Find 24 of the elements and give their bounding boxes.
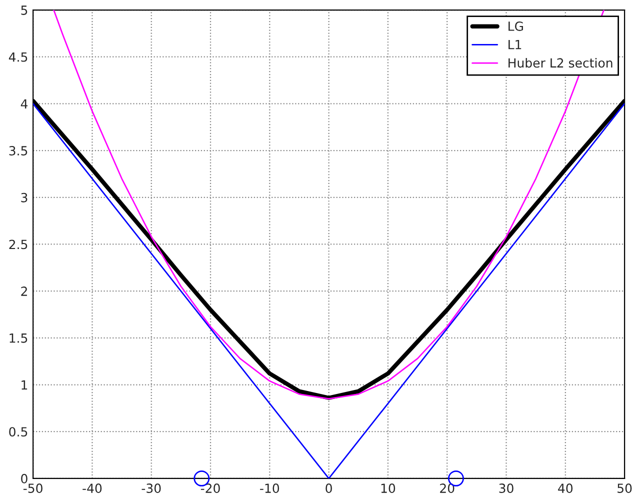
x-tick-label: -40 (82, 484, 102, 493)
legend-label: Huber L2 section (508, 58, 612, 68)
x-tick-label: -20 (200, 484, 220, 493)
y-tick-label: 2 (21, 286, 27, 296)
x-tick-label: 10 (381, 484, 396, 493)
x-tick-label: -50 (23, 484, 42, 493)
x-tick-label: -30 (142, 484, 161, 493)
y-tick-label: 0 (21, 474, 28, 484)
y-tick-label: 4.5 (8, 52, 28, 62)
x-tick-label: 30 (499, 484, 514, 493)
x-tick-label: 40 (558, 484, 573, 493)
y-tick-label: 3 (21, 192, 28, 202)
y-tick-label: 1.5 (10, 334, 28, 343)
y-tick-label: 5 (21, 6, 28, 15)
y-tick-label: 3.5 (9, 146, 28, 156)
x-tick-label: 0 (326, 484, 332, 493)
legend-label: L1 (508, 40, 522, 50)
y-tick-label: 0.5 (9, 427, 28, 437)
x-tick-label: 50 (618, 484, 632, 493)
x-tick-label: -10 (260, 484, 280, 493)
y-tick-label: 2.5 (9, 240, 28, 250)
y-tick-label: 1 (22, 380, 28, 390)
y-tick-label: 4 (20, 99, 28, 108)
legend-label: LG (508, 21, 523, 31)
